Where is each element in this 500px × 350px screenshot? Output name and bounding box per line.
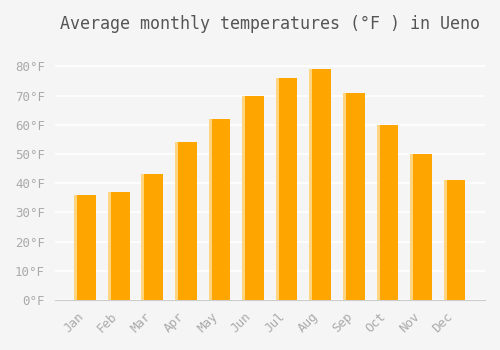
Bar xyxy=(110,192,130,300)
Title: Average monthly temperatures (°F ) in Ueno: Average monthly temperatures (°F ) in Ue… xyxy=(60,15,480,33)
Bar xyxy=(376,125,380,300)
Bar xyxy=(344,93,364,300)
Bar xyxy=(278,78,297,300)
Bar xyxy=(74,195,78,300)
Bar xyxy=(143,174,163,300)
Bar xyxy=(310,69,312,300)
Bar xyxy=(311,69,331,300)
Bar xyxy=(378,125,398,300)
Bar xyxy=(210,119,231,300)
Bar xyxy=(444,180,447,300)
Bar xyxy=(343,93,346,300)
Bar xyxy=(410,154,413,300)
Bar xyxy=(175,142,178,300)
Bar xyxy=(446,180,466,300)
Bar xyxy=(242,96,246,300)
Bar xyxy=(244,96,264,300)
Bar xyxy=(208,119,212,300)
Bar xyxy=(76,195,96,300)
Bar xyxy=(412,154,432,300)
Bar xyxy=(142,174,144,300)
Bar xyxy=(108,192,111,300)
Bar xyxy=(276,78,279,300)
Bar xyxy=(176,142,197,300)
